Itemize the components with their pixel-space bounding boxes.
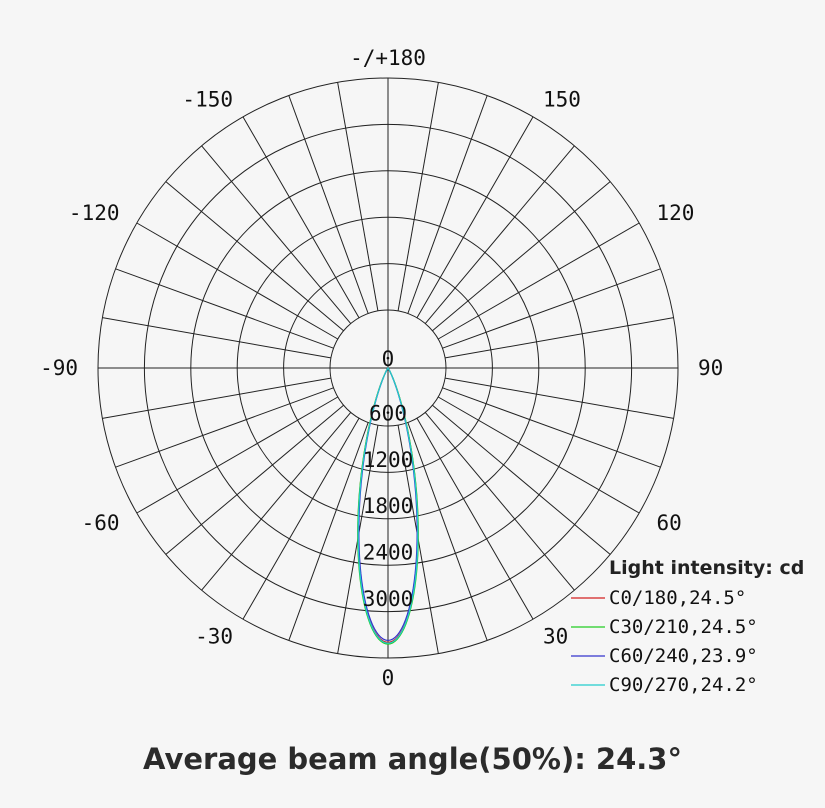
grid-spoke (242, 417, 360, 620)
angle-label: -60 (82, 511, 120, 535)
grid-spoke (424, 412, 575, 591)
angle-label: 90 (698, 356, 723, 380)
legend-entry: C90/270,24.2° (609, 674, 758, 696)
legend-entry: C30/210,24.5° (609, 616, 758, 638)
intensity-curve-3 (357, 367, 419, 644)
ring-label: 2400 (363, 541, 414, 565)
grid-spoke (136, 396, 339, 514)
grid-spoke (437, 222, 640, 340)
angle-label: -90 (40, 356, 78, 380)
grid-spoke (288, 422, 369, 641)
grid-spoke (437, 396, 640, 514)
grid-spokes (98, 78, 678, 658)
grid-spoke (337, 82, 379, 311)
legend-title: Light intensity: cd (609, 557, 804, 579)
grid-spoke (416, 417, 534, 620)
grid-spoke (115, 268, 334, 349)
grid-spoke (442, 268, 661, 349)
grid-spoke (445, 377, 674, 419)
ring-label: 0 (382, 347, 395, 371)
grid-spoke (424, 145, 575, 324)
grid-spoke (165, 181, 344, 332)
legend: Light intensity: cd C0/180,24.5° C30/210,… (571, 557, 804, 696)
grid-spoke (242, 116, 360, 319)
average-beam-angle: Average beam angle(50%): 24.3° (143, 742, 682, 776)
grid-spoke (445, 317, 674, 359)
grid-spoke (432, 181, 611, 332)
legend-entry: C60/240,23.9° (609, 645, 758, 667)
grid-spoke (407, 95, 488, 314)
angle-label: 30 (543, 625, 568, 649)
grid-spoke (407, 422, 488, 641)
grid-spoke (165, 404, 344, 555)
ring-label: 1200 (363, 448, 414, 472)
legend-entry: C0/180,24.5° (609, 587, 746, 609)
intensity-curves (357, 367, 419, 645)
grid-spoke (397, 82, 439, 311)
angle-label: -/+180 (350, 46, 426, 70)
angle-label: 120 (657, 201, 695, 225)
ring-labels: 0 600 1200 1800 2400 3000 (363, 347, 414, 611)
angle-label: -120 (69, 201, 120, 225)
grid-spoke (288, 95, 369, 314)
grid-spoke (432, 404, 611, 555)
angle-label: 0 (382, 666, 395, 690)
angle-labels: 0 30 60 90 120 150 -/+180 -150 -120 -90 -60 -30 (40, 46, 723, 690)
grid-spoke (136, 222, 339, 340)
grid-spoke (115, 387, 334, 468)
angle-label: 60 (657, 511, 682, 535)
ring-label: 600 (369, 401, 407, 425)
grid-spoke (102, 317, 331, 359)
grid-spoke (201, 412, 352, 591)
ring-label: 3000 (363, 587, 414, 611)
grid-spoke (102, 377, 331, 419)
angle-label: -30 (195, 625, 233, 649)
grid-spoke (442, 387, 661, 468)
ring-label: 1800 (363, 494, 414, 518)
grid-spoke (416, 116, 534, 319)
grid-spoke (201, 145, 352, 324)
angle-label: -150 (182, 88, 233, 112)
angle-label: 150 (543, 88, 581, 112)
